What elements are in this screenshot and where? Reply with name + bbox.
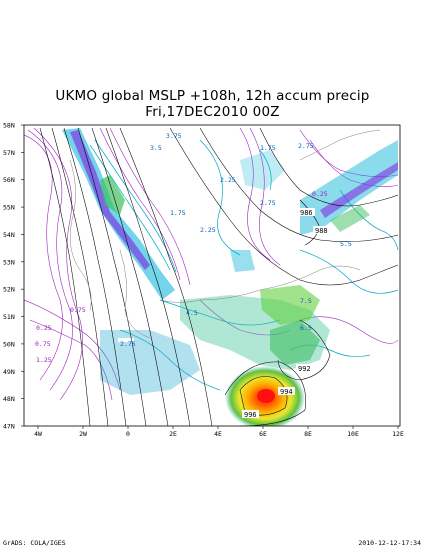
isobar-label: 996 — [244, 411, 257, 419]
lat-tick-label: 57N — [3, 149, 15, 157]
lon-axis: 4W 2W 0 2E 4E 6E 8E 10E 12E — [34, 426, 404, 438]
isobar-label: 992 — [298, 365, 311, 373]
precip-fill-bands — [62, 128, 398, 426]
map-content: 986 988 992 994 996 0.25 0.25 0.75 0.75 … — [24, 127, 399, 426]
precip-label: 2.75 — [298, 142, 314, 150]
precip-label: 6.5 — [300, 324, 312, 332]
precip-label: 0.25 — [36, 324, 52, 332]
lon-tick-label: 4E — [214, 430, 222, 438]
precip-label: 2.25 — [200, 226, 216, 234]
lat-tick-label: 54N — [3, 231, 15, 239]
precip-label: 0.75 — [35, 340, 51, 348]
lat-tick-label: 53N — [3, 258, 15, 266]
lat-tick-label: 51N — [3, 313, 15, 321]
footer-credit: GrADS: COLA/IGES — [3, 539, 66, 547]
lon-tick-label: 10E — [347, 430, 359, 438]
precip-label: 2.75 — [260, 199, 276, 207]
coastlines — [69, 129, 381, 339]
map-frame — [23, 124, 401, 427]
precip-label: 1.75 — [260, 144, 276, 152]
lat-tick-label: 47N — [3, 423, 15, 431]
precip-label: 5.5 — [340, 240, 352, 248]
lon-tick-label: 12E — [392, 430, 404, 438]
precip-label: 1.25 — [36, 356, 52, 364]
lat-tick-label: 56N — [3, 176, 15, 184]
lat-tick-label: 48N — [3, 395, 15, 403]
footer-timestamp: 2010-12-12-17:34 — [358, 539, 421, 547]
isobar-label: 986 — [300, 209, 313, 217]
isobar-label: 988 — [315, 227, 328, 235]
lat-tick-label: 55N — [3, 204, 15, 212]
lon-tick-label: 8E — [304, 430, 312, 438]
precip-label: 4.5 — [186, 309, 198, 317]
precip-label: 2.75 — [120, 340, 136, 348]
precip-label: 3.75 — [166, 132, 182, 140]
lon-tick-label: 0 — [126, 430, 130, 438]
map-title: UKMO global MSLP +108h, 12h accum precip — [55, 88, 370, 104]
lon-tick-label: 4W — [34, 430, 42, 438]
lat-tick-label: 52N — [3, 286, 15, 294]
pressure-labels: 986 988 992 994 996 — [242, 208, 330, 419]
white-streaks — [118, 193, 160, 342]
precip-label: 0.25 — [312, 190, 328, 198]
lat-tick-label: 50N — [3, 340, 15, 348]
lat-tick-label: 58N — [3, 122, 15, 130]
lat-axis: 58N 57N 56N 55N 54N 53N 52N 51N 50N 49N 48N 47N — [3, 122, 24, 431]
lon-tick-label: 2E — [169, 430, 177, 438]
lon-tick-label: 6E — [259, 430, 267, 438]
isobars — [39, 127, 399, 426]
lon-tick-label: 2W — [79, 430, 87, 438]
lat-tick-label: 49N — [3, 368, 15, 376]
precip-label: 0.75 — [70, 306, 86, 314]
map-valid-time: Fri,17DEC2010 00Z — [145, 104, 280, 120]
precip-label: 1.75 — [170, 209, 186, 217]
precip-label: 7.5 — [300, 297, 312, 305]
precip-label: 2.25 — [220, 176, 236, 184]
map-background — [24, 125, 400, 426]
precip-label: 3.5 — [150, 144, 162, 152]
isobar-label: 994 — [280, 388, 293, 396]
precip-labels: 0.25 0.25 0.75 0.75 1.25 1.75 1.75 2.25 … — [35, 132, 352, 364]
